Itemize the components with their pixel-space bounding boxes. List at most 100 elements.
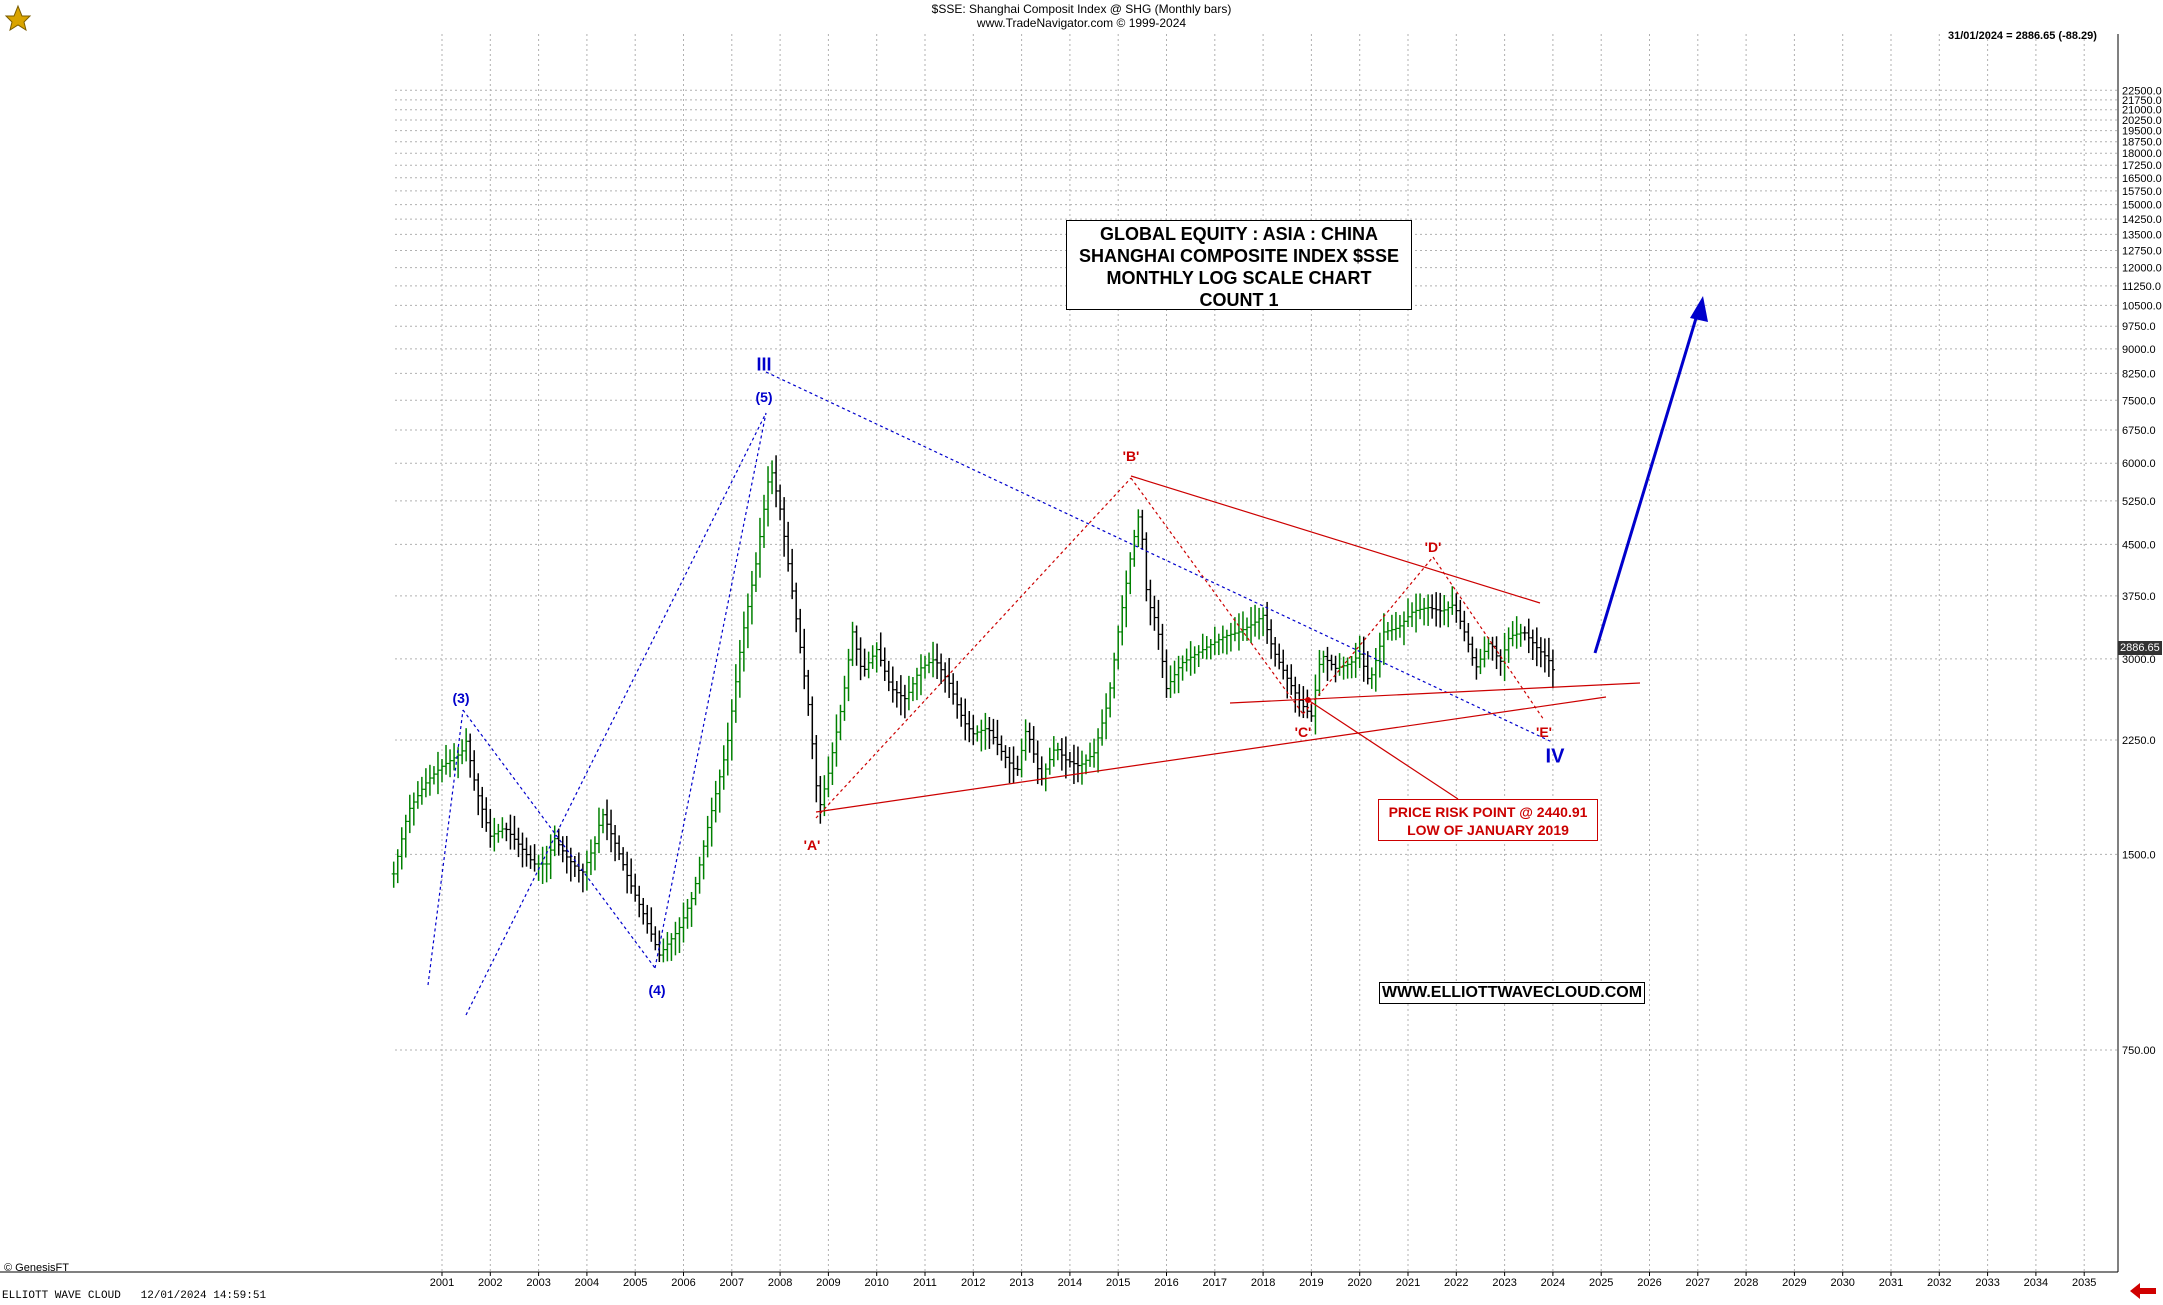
forecast-arrowhead	[1690, 296, 1708, 322]
y-tick-label: 3750.0	[2122, 591, 2156, 603]
y-tick-label: 3000.0	[2122, 654, 2156, 666]
x-tick-label: 2024	[1541, 1277, 1565, 1289]
x-tick-label: 2017	[1203, 1277, 1227, 1289]
current-price-tag: 2886.65	[2118, 641, 2162, 655]
chart-header-title: $SSE: Shanghai Composit Index @ SHG (Mon…	[931, 2, 1232, 16]
x-tick-label: 2013	[1009, 1277, 1033, 1289]
y-tick-label: 14250.0	[2122, 214, 2162, 226]
wave-label-III: III	[756, 354, 772, 375]
grid-lines	[395, 34, 2118, 1272]
y-tick-label: 12000.0	[2122, 263, 2162, 275]
y-tick-label: 22500.0	[2122, 85, 2162, 97]
wave-label-IV: IV	[1545, 745, 1565, 768]
x-tick-label: 2011	[913, 1277, 937, 1289]
x-tick-label: 2015	[1106, 1277, 1130, 1289]
x-tick-label: 2032	[1927, 1277, 1951, 1289]
x-tick-label: 2010	[864, 1277, 888, 1289]
y-tick-label: 18000.0	[2122, 148, 2162, 160]
y-tick-label: 17250.0	[2122, 160, 2162, 172]
x-tick-label: 2027	[1686, 1277, 1710, 1289]
scroll-left-arrow-icon[interactable]	[2128, 1282, 2158, 1300]
wave-channel-line	[465, 412, 767, 1016]
chart-title-box: GLOBAL EQUITY : ASIA : CHINA SHANGHAI CO…	[1066, 220, 1412, 310]
x-tick-label: 2034	[2024, 1277, 2048, 1289]
wave-label-4: (4)	[648, 982, 666, 998]
x-tick-label: 2031	[1879, 1277, 1903, 1289]
risk-pointer-line	[1307, 699, 1459, 800]
price-risk-box: PRICE RISK POINT @ 2440.91 LOW OF JANUAR…	[1378, 799, 1598, 841]
title-line-4: COUNT 1	[1199, 290, 1279, 310]
wave-line-1-3	[427, 709, 464, 986]
x-tick-label: 2021	[1396, 1277, 1420, 1289]
risk-line-2: LOW OF JANUARY 2019	[1407, 822, 1569, 838]
x-tick-label: 2035	[2072, 1277, 2096, 1289]
y-tick-label: 15000.0	[2122, 200, 2162, 212]
y-tick-label: 19500.0	[2122, 126, 2162, 138]
wave-line-III-IV	[765, 371, 1553, 743]
y-tick-label: 9750.0	[2122, 321, 2156, 333]
y-tick-label: 18750.0	[2122, 137, 2162, 149]
y-tick-label: 5250.0	[2122, 496, 2156, 508]
status-bar-text: ELLIOTT WAVE CLOUD 12/01/2024 14:59:51	[2, 1290, 267, 1302]
x-tick-label: 2003	[526, 1277, 550, 1289]
x-tick-label: 2028	[1734, 1277, 1758, 1289]
x-tick-label: 2001	[430, 1277, 454, 1289]
x-tick-label: 2022	[1444, 1277, 1468, 1289]
x-tick-label: 2020	[1347, 1277, 1371, 1289]
y-tick-label: 8250.0	[2122, 368, 2156, 380]
x-tick-label: 2005	[623, 1277, 647, 1289]
last-value-readout: 31/01/2024 = 2886.65 (-88.29)	[1948, 30, 2097, 42]
wave-line-C-D	[1302, 556, 1434, 715]
wave-label-C: 'C'	[1294, 724, 1312, 740]
x-tick-label: 2023	[1492, 1277, 1516, 1289]
website-label: WWW.ELLIOTTWAVECLOUD.COM	[1379, 982, 1645, 1004]
wave-line-D-E	[1432, 556, 1545, 721]
title-line-2: SHANGHAI COMPOSITE INDEX $SSE	[1078, 246, 1400, 266]
x-tick-label: 2018	[1251, 1277, 1275, 1289]
y-tick-label: 21000.0	[2122, 105, 2162, 117]
x-tick-label: 2004	[575, 1277, 599, 1289]
risk-point-marker	[1305, 697, 1311, 703]
y-tick-label: 16500.0	[2122, 173, 2162, 185]
wave-label-E: 'E'	[1536, 724, 1552, 740]
y-tick-label: 13500.0	[2122, 229, 2162, 241]
wave-label-B: 'B'	[1122, 448, 1140, 464]
wave-label-5: (5)	[755, 389, 773, 405]
y-tick-label: 15750.0	[2122, 186, 2162, 198]
x-tick-label: 2009	[816, 1277, 840, 1289]
axes: 2001 2002 2003 2004 2005 2006 2007 2008 2009 2010…	[0, 34, 2162, 1289]
y-tick-label: 6750.0	[2122, 425, 2156, 437]
x-tick-label: 2006	[671, 1277, 695, 1289]
wave-line-B-C	[1130, 477, 1304, 715]
x-tick-label: 2014	[1058, 1277, 1082, 1289]
y-tick-label: 2250.0	[2122, 735, 2156, 747]
y-tick-label: 11250.0	[2122, 281, 2161, 293]
x-tick-label: 2026	[1637, 1277, 1661, 1289]
x-tick-label: 2008	[768, 1277, 792, 1289]
y-tick-label: 4500.0	[2122, 539, 2156, 551]
x-tick-label: 2029	[1782, 1277, 1806, 1289]
x-tick-label: 2012	[961, 1277, 985, 1289]
chart-header-source: www.TradeNavigator.com © 1999-2024	[976, 16, 1187, 30]
y-tick-label: 21750.0	[2122, 95, 2162, 107]
y-tick-label: 12750.0	[2122, 246, 2162, 258]
x-tick-label: 2033	[1975, 1277, 1999, 1289]
wave-line-A-B	[815, 477, 1132, 819]
y-tick-label: 1500.0	[2122, 849, 2156, 861]
y-tick-label: 10500.0	[2122, 300, 2162, 312]
triangle-lower-trendline	[815, 696, 1607, 813]
wave-label-3: (3)	[452, 690, 470, 706]
forecast-arrow-line	[1593, 304, 1702, 654]
wave-label-A: 'A'	[803, 837, 821, 853]
title-line-1: GLOBAL EQUITY : ASIA : CHINA	[1099, 224, 1378, 244]
x-tick-label: 2030	[1830, 1277, 1854, 1289]
triangle-upper-trendline	[1130, 475, 1541, 604]
x-tick-label: 2019	[1299, 1277, 1323, 1289]
trade-navigator-logo-icon	[4, 4, 32, 32]
x-tick-label: 2016	[1154, 1277, 1178, 1289]
y-tick-label: 9000.0	[2122, 344, 2156, 356]
title-line-3: MONTHLY LOG SCALE CHART	[1106, 268, 1372, 288]
risk-line-1: PRICE RISK POINT @ 2440.91	[1388, 804, 1588, 820]
y-tick-label: 7500.0	[2122, 395, 2156, 407]
